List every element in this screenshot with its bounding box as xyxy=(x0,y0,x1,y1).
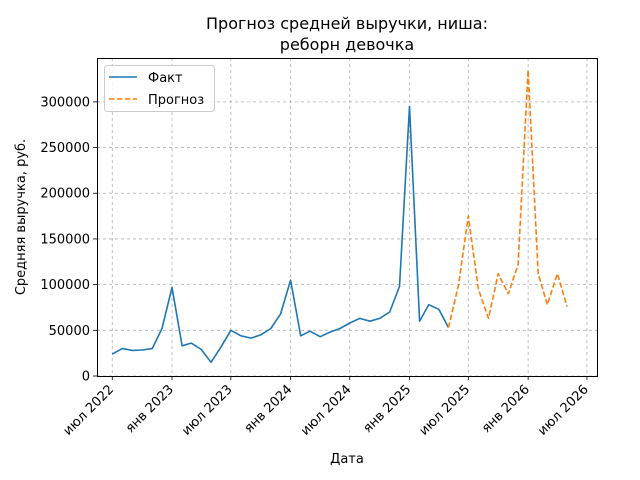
legend-label-fact: Факт xyxy=(148,71,183,86)
y-tick-label: 300000 xyxy=(40,95,90,110)
plot-area xyxy=(111,69,568,364)
y-tick-label: 250000 xyxy=(40,141,90,156)
x-axis-label: Дата xyxy=(330,452,364,467)
chart-title-line-2: реборн девочка xyxy=(280,35,414,54)
y-tick-label: 50000 xyxy=(49,324,90,339)
y-tick-label: 0 xyxy=(82,370,90,385)
y-axis-label: Средняя выручка, руб. xyxy=(14,139,29,295)
chart-title-line-1: Прогноз средней выручки, ниша: xyxy=(206,14,488,33)
axes-frame xyxy=(97,58,598,377)
legend: Факт Прогноз xyxy=(104,65,215,112)
y-tick-label: 200000 xyxy=(40,187,90,202)
legend-label-forecast: Прогноз xyxy=(148,93,204,108)
y-tick-label: 150000 xyxy=(40,232,90,247)
y-tick-label: 100000 xyxy=(40,278,90,293)
